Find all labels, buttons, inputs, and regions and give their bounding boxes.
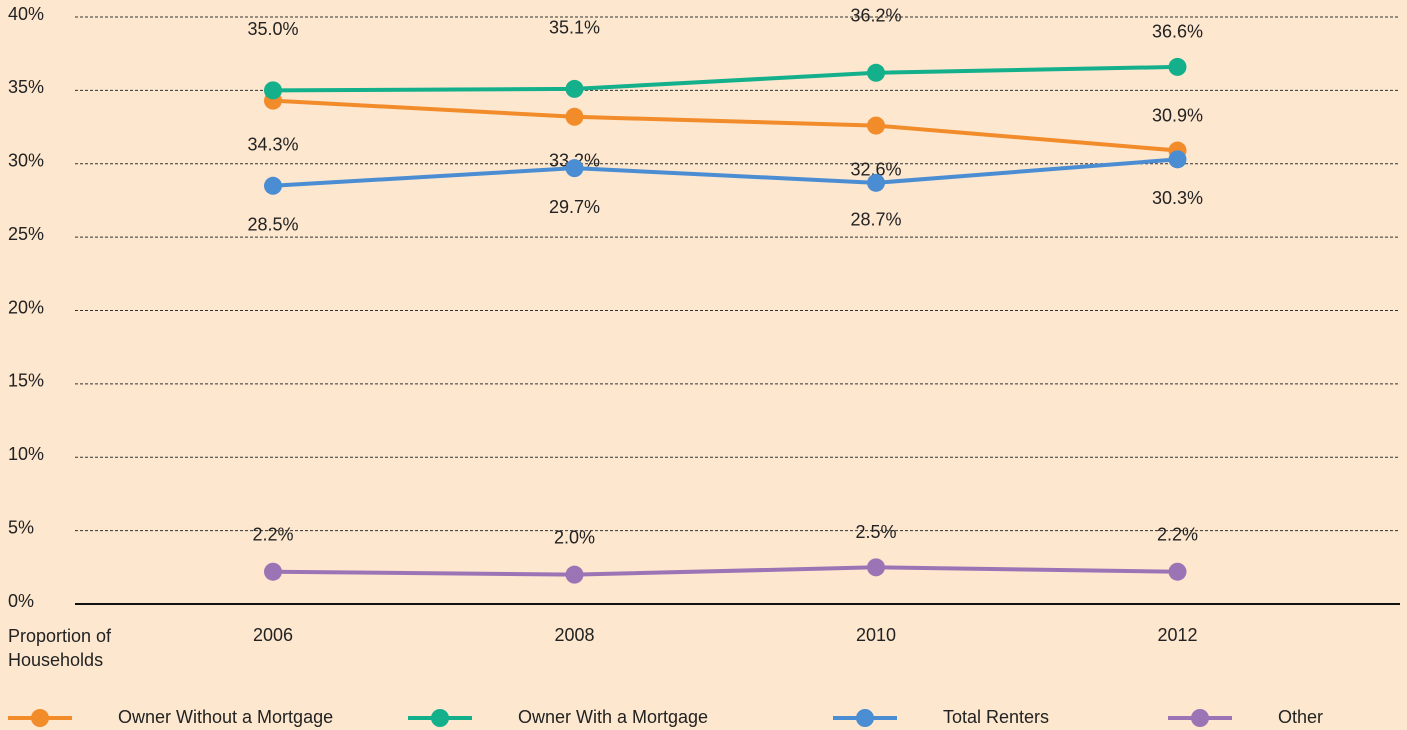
data-label: 36.2%	[850, 6, 901, 26]
legend-label: Total Renters	[943, 707, 1049, 727]
data-label: 2.5%	[855, 522, 896, 542]
point	[565, 107, 584, 126]
data-label: 2.0%	[554, 527, 595, 547]
legend-label: Other	[1278, 707, 1323, 727]
legend-label: Owner With a Mortgage	[518, 707, 708, 727]
point	[565, 79, 584, 98]
series-line	[272, 157, 1178, 188]
legend-swatch	[31, 709, 49, 727]
y-tick-label: 30%	[8, 151, 44, 171]
series-line	[272, 64, 1178, 93]
data-label: 2.2%	[252, 524, 293, 544]
data-label: 2.2%	[1157, 524, 1198, 544]
point	[867, 63, 885, 82]
y-axis-label: Proportion of Households	[8, 626, 112, 670]
y-tick-label: 15%	[8, 371, 44, 391]
point	[1168, 150, 1187, 169]
x-tick-label: 2012	[1157, 625, 1197, 645]
data-label: 29.7%	[549, 197, 600, 217]
point	[867, 116, 885, 135]
data-label: 35.1%	[549, 18, 600, 38]
point	[867, 173, 885, 192]
x-tick-label: 2008	[554, 625, 594, 645]
point	[867, 558, 885, 577]
point	[264, 562, 282, 581]
y-tick-label: 25%	[8, 224, 44, 244]
point	[264, 81, 282, 100]
x-tick-label: 2010	[856, 625, 896, 645]
point	[264, 176, 282, 195]
data-label: 32.6%	[850, 159, 901, 179]
data-label: 30.9%	[1152, 105, 1203, 125]
legend-swatch	[1191, 709, 1209, 727]
data-label: 28.7%	[850, 210, 901, 230]
legend-swatch	[431, 709, 449, 727]
legend-swatch	[856, 709, 874, 727]
y-tick-label: 10%	[8, 444, 44, 464]
data-label: 30.3%	[1152, 188, 1203, 208]
data-label: 36.6%	[1152, 22, 1203, 42]
y-tick-label: 40%	[8, 4, 44, 24]
series-line	[272, 565, 1178, 577]
point	[565, 565, 584, 584]
data-label: 28.5%	[247, 215, 298, 235]
y-tick-label: 35%	[8, 77, 44, 97]
point	[1168, 562, 1187, 581]
data-label: 34.3%	[247, 134, 298, 154]
y-tick-label: 20%	[8, 297, 44, 317]
series-line	[272, 98, 1178, 153]
x-tick-label: 2006	[253, 625, 293, 645]
point	[1168, 57, 1187, 76]
y-tick-label: 0%	[8, 591, 34, 611]
y-tick-label: 5%	[8, 517, 34, 537]
point	[565, 159, 584, 178]
legend-label: Owner Without a Mortgage	[118, 707, 333, 727]
data-label: 35.0%	[247, 19, 298, 39]
